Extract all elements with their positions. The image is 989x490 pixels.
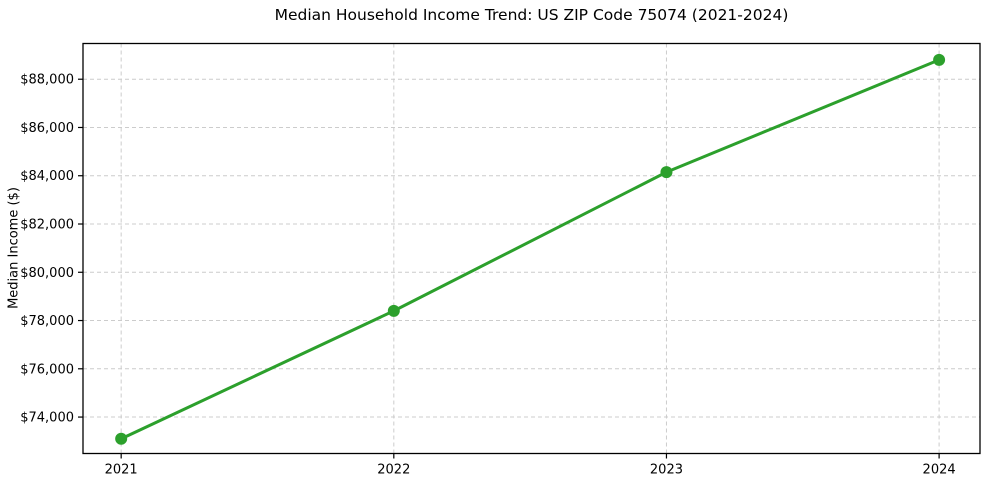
plot-frame bbox=[82, 42, 981, 455]
x-tick-label: 2021 bbox=[105, 463, 138, 478]
y-tick-label: $74,000 bbox=[20, 411, 74, 426]
data-point bbox=[387, 304, 400, 317]
chart-title: Median Household Income Trend: US ZIP Co… bbox=[274, 6, 789, 24]
x-tick-label: 2023 bbox=[650, 463, 683, 478]
y-tick-label: $86,000 bbox=[20, 121, 74, 136]
x-tick-label: 2024 bbox=[923, 463, 956, 478]
data-point bbox=[115, 432, 128, 445]
y-tick-label: $78,000 bbox=[20, 314, 74, 329]
y-tick-label: $84,000 bbox=[20, 169, 74, 184]
y-tick-label: $76,000 bbox=[20, 362, 74, 377]
trend-line bbox=[119, 58, 941, 441]
x-tick-label: 2022 bbox=[377, 463, 410, 478]
y-tick-label: $88,000 bbox=[20, 73, 74, 88]
y-tick-label: $82,000 bbox=[20, 218, 74, 233]
data-point bbox=[933, 53, 946, 66]
y-tick-label: $80,000 bbox=[20, 266, 74, 281]
y-axis-label: Median Income ($) bbox=[6, 187, 22, 309]
data-point bbox=[660, 166, 673, 179]
